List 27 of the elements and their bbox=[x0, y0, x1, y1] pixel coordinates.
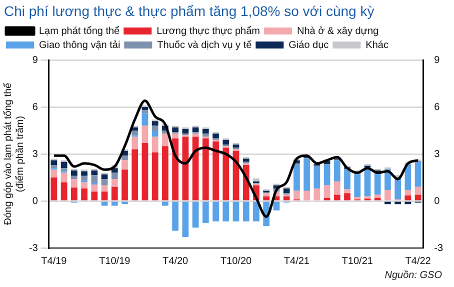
y-tick-label: 0 bbox=[32, 196, 38, 207]
y-tick-label: 6 bbox=[32, 102, 38, 113]
legend-label: Thuốc và dịch vụ y tế bbox=[157, 40, 252, 51]
y-tick-label: 9 bbox=[32, 54, 38, 66]
legend-label: Lương thực thực phẩm bbox=[156, 24, 260, 37]
x-tick-label: T10/21 bbox=[342, 256, 374, 267]
y2-tick-label: 0 bbox=[434, 196, 440, 207]
legend-label: Giao thông vận tải bbox=[39, 40, 120, 51]
y2-tick-label: -3 bbox=[434, 242, 444, 254]
y-axis-title: Đóng góp vào lạm phát tổng thể (điểm phần trăm) bbox=[2, 82, 26, 226]
y-tick-label: -3 bbox=[28, 242, 38, 254]
y2-tick-label: 6 bbox=[434, 102, 440, 113]
x-tick-label: T4/22 bbox=[405, 256, 432, 267]
chart-title: Chi phí lương thực & thực phẩm tăng 1,08% so với cùng kỳ bbox=[3, 2, 376, 21]
legend-label: Khác bbox=[366, 40, 388, 51]
x-tick-label: T4/20 bbox=[162, 256, 189, 267]
text: Nguồn: GSO bbox=[384, 270, 443, 281]
legend-label: Giáo dục bbox=[288, 40, 329, 51]
x-tick-label: T10/20 bbox=[220, 256, 252, 267]
legend-label: Nhà ở & xây dựng bbox=[296, 26, 379, 37]
y-tick-label: 3 bbox=[32, 148, 38, 160]
y2-tick-label: 9 bbox=[434, 54, 440, 66]
y2-tick-label: 3 bbox=[434, 148, 440, 160]
x-tick-label: T4/21 bbox=[284, 256, 310, 267]
x-tick-label: T4/19 bbox=[41, 256, 68, 267]
legend-label: Lạm phát tổng thể bbox=[39, 24, 120, 37]
x-tick-label: T10/19 bbox=[99, 256, 131, 267]
